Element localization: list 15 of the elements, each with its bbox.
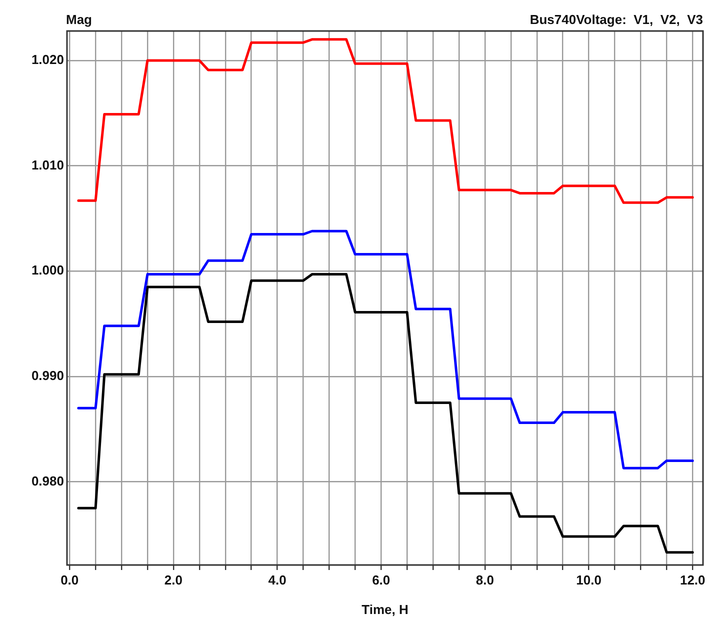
y-tick-label: 0.980 [31,473,64,488]
x-tick-label: 8.0 [476,572,494,588]
x-tick-label: 0.0 [60,572,79,588]
x-tick-label: 6.0 [372,572,390,588]
chart-title: Bus740Voltage: V1, V2, V3 [530,12,703,28]
y-tick-label: 1.010 [31,157,64,172]
x-tick-label: 10.0 [576,572,602,588]
y-axis-title: Mag [66,12,92,28]
y-tick-label: 1.000 [31,262,64,278]
y-tick-label: 1.020 [31,52,64,68]
x-tick-label: 2.0 [164,572,182,588]
x-axis-title: Time, H [362,602,408,617]
x-tick-label: 4.0 [268,572,286,588]
y-tick-label: 0.990 [31,368,64,384]
x-tick-label: 12.0 [680,572,706,588]
